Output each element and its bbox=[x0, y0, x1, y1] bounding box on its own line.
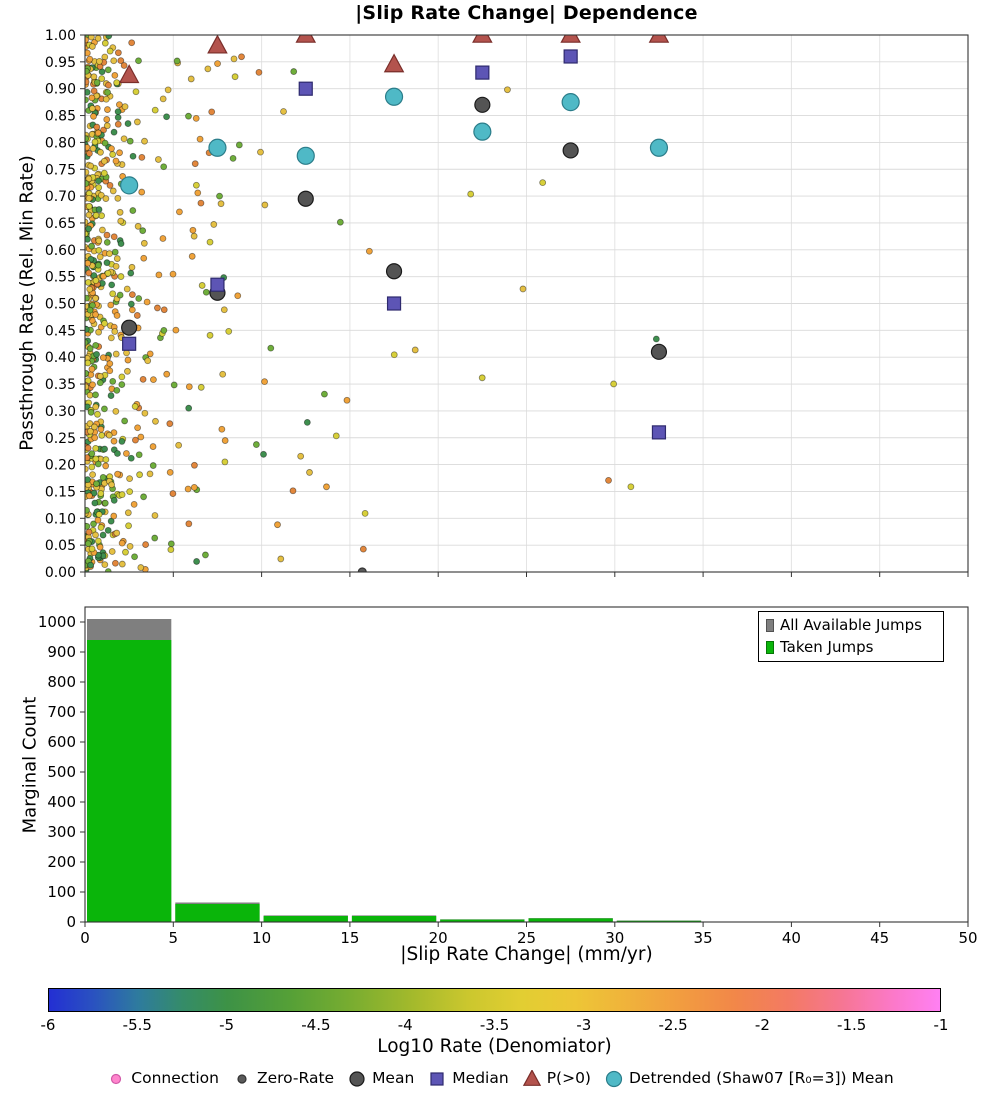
detrended-shaw07-r-3-mean-marker-icon bbox=[605, 1070, 623, 1088]
svg-text:300: 300 bbox=[47, 823, 76, 841]
bottom-legend: Connection Zero-Rate Mean Median P(>0) Detren… bbox=[0, 1070, 1000, 1088]
hist-legend: All Available Jumps Taken Jumps bbox=[758, 611, 944, 662]
histogram-bars bbox=[87, 619, 702, 922]
legend-item-connection: Connection bbox=[106, 1070, 219, 1088]
legend-item-p-0-: P(>0) bbox=[522, 1070, 591, 1088]
series-p-0- bbox=[118, 34, 670, 84]
scatter-plot: 0.00 0.05 0.10 0.15 0.20 0.25 0.30 0.35 0.40 0.45… bbox=[45, 28, 969, 580]
legend-item-label: Zero-Rate bbox=[256, 1069, 335, 1088]
zero-rate-marker-icon bbox=[237, 1074, 247, 1084]
svg-text:600: 600 bbox=[47, 733, 76, 751]
svg-text:100: 100 bbox=[47, 883, 76, 901]
colorbar-tick-label: -5.5 bbox=[122, 1016, 152, 1034]
legend-item-taken: Taken Jumps bbox=[766, 640, 936, 655]
colorbar-tick-label: -4.5 bbox=[301, 1016, 331, 1034]
x-axis-label: |Slip Rate Change| (mm/yr) bbox=[400, 944, 653, 965]
legend-item-mean: Mean bbox=[347, 1070, 414, 1088]
svg-text:45: 45 bbox=[870, 929, 889, 947]
legend-item-label: Connection bbox=[131, 1069, 219, 1088]
legend-item-all-available: All Available Jumps bbox=[766, 618, 936, 633]
svg-text:900: 900 bbox=[47, 643, 76, 661]
svg-text:35: 35 bbox=[694, 929, 713, 947]
legend-item-label: Median bbox=[452, 1069, 509, 1088]
svg-text:1.00: 1.00 bbox=[45, 28, 76, 44]
svg-text:0.50: 0.50 bbox=[45, 297, 76, 313]
svg-text:0.95: 0.95 bbox=[45, 55, 76, 71]
colorbar-label: Log10 Rate (Denomiator) bbox=[377, 1036, 612, 1057]
svg-text:0.00: 0.00 bbox=[45, 565, 76, 580]
colorbar-tick-label: -5 bbox=[219, 1016, 235, 1034]
legend-item-label: Mean bbox=[372, 1069, 415, 1088]
svg-text:0.75: 0.75 bbox=[45, 162, 76, 178]
svg-text:5: 5 bbox=[169, 929, 179, 947]
colorbar-tick-label: -4 bbox=[397, 1016, 413, 1034]
series-median bbox=[122, 49, 667, 440]
svg-text:10: 10 bbox=[252, 929, 271, 947]
colorbar-tick-label: -3 bbox=[576, 1016, 592, 1034]
legend-label-taken: Taken Jumps bbox=[780, 638, 874, 656]
colorbar-tick-label: -2 bbox=[754, 1016, 770, 1034]
colorbar-gradient bbox=[48, 988, 941, 1012]
scatter-gridlines bbox=[84, 34, 969, 573]
svg-text:0.70: 0.70 bbox=[45, 189, 76, 205]
svg-text:0.15: 0.15 bbox=[45, 484, 76, 500]
legend-label-all-available: All Available Jumps bbox=[780, 616, 922, 634]
svg-text:800: 800 bbox=[47, 673, 76, 691]
svg-text:1000: 1000 bbox=[38, 613, 76, 631]
median-marker-icon bbox=[430, 1072, 444, 1086]
taken-jumps-swatch-icon bbox=[766, 641, 774, 654]
svg-text:0.25: 0.25 bbox=[45, 431, 76, 447]
svg-text:0.65: 0.65 bbox=[45, 216, 76, 232]
colorbar-ticks: -6 -5.5 -5 -4.5 -4 -3.5 -3 -2.5 -2 -1.5 -1 bbox=[41, 1016, 949, 1036]
p-0--marker-icon bbox=[522, 1070, 541, 1086]
svg-text:0.20: 0.20 bbox=[45, 458, 76, 474]
colorbar-tick-label: -2.5 bbox=[658, 1016, 688, 1034]
background-scatter-points bbox=[85, 34, 660, 573]
svg-text:0.60: 0.60 bbox=[45, 243, 76, 259]
svg-text:0.05: 0.05 bbox=[45, 538, 76, 554]
svg-text:0.55: 0.55 bbox=[45, 270, 76, 286]
svg-text:0.35: 0.35 bbox=[45, 377, 76, 393]
histogram-plot: 0 100 200 300 400 500 600 700 800 900 1000 0 5 10 15 20… bbox=[38, 606, 978, 947]
svg-text:25: 25 bbox=[517, 929, 536, 947]
svg-text:0.45: 0.45 bbox=[45, 323, 76, 339]
legend-item-median: Median bbox=[427, 1069, 509, 1088]
svg-text:50: 50 bbox=[958, 929, 977, 947]
svg-text:0.90: 0.90 bbox=[45, 82, 76, 98]
connection-marker-icon bbox=[111, 1073, 122, 1085]
colorbar-tick-label: -6 bbox=[40, 1016, 56, 1034]
colorbar-tick-label: -1 bbox=[933, 1016, 949, 1034]
legend-item-zero-rate: Zero-Rate bbox=[232, 1070, 334, 1088]
svg-text:0.85: 0.85 bbox=[45, 109, 76, 125]
scatter-axis-ticks: 0.00 0.05 0.10 0.15 0.20 0.25 0.30 0.35 0.40 0.45… bbox=[45, 28, 969, 580]
legend-item-label: P(>0) bbox=[546, 1069, 591, 1088]
svg-text:500: 500 bbox=[47, 763, 76, 781]
mean-marker-icon bbox=[349, 1071, 365, 1087]
svg-text:0.10: 0.10 bbox=[45, 511, 76, 527]
svg-text:0: 0 bbox=[80, 929, 90, 947]
svg-text:200: 200 bbox=[47, 853, 76, 871]
svg-text:15: 15 bbox=[340, 929, 359, 947]
hist-axis-ticks: 0 100 200 300 400 500 600 700 800 900 1000 0 5 10 15 20… bbox=[38, 613, 978, 947]
colorbar-tick-label: -1.5 bbox=[837, 1016, 867, 1034]
legend-item-label: Detrended (Shaw07 [R₀=3]) Mean bbox=[628, 1069, 894, 1088]
all-available-jumps-swatch-icon bbox=[766, 619, 774, 632]
series-mean bbox=[121, 96, 668, 360]
svg-text:30: 30 bbox=[605, 929, 624, 947]
svg-text:400: 400 bbox=[47, 793, 76, 811]
svg-text:40: 40 bbox=[782, 929, 801, 947]
svg-text:0.80: 0.80 bbox=[45, 135, 76, 151]
chart-title: |Slip Rate Change| Dependence bbox=[355, 2, 698, 24]
svg-text:0.40: 0.40 bbox=[45, 350, 76, 366]
svg-text:700: 700 bbox=[47, 703, 76, 721]
legend-item-detrended-shaw07-r-3-mean: Detrended (Shaw07 [R₀=3]) Mean bbox=[604, 1070, 894, 1088]
svg-text:0: 0 bbox=[66, 913, 76, 931]
svg-text:0.30: 0.30 bbox=[45, 404, 76, 420]
colorbar-tick-label: -3.5 bbox=[479, 1016, 510, 1034]
series-detrended-shaw07-r-3-mean bbox=[120, 87, 669, 195]
svg-text:20: 20 bbox=[429, 929, 448, 947]
